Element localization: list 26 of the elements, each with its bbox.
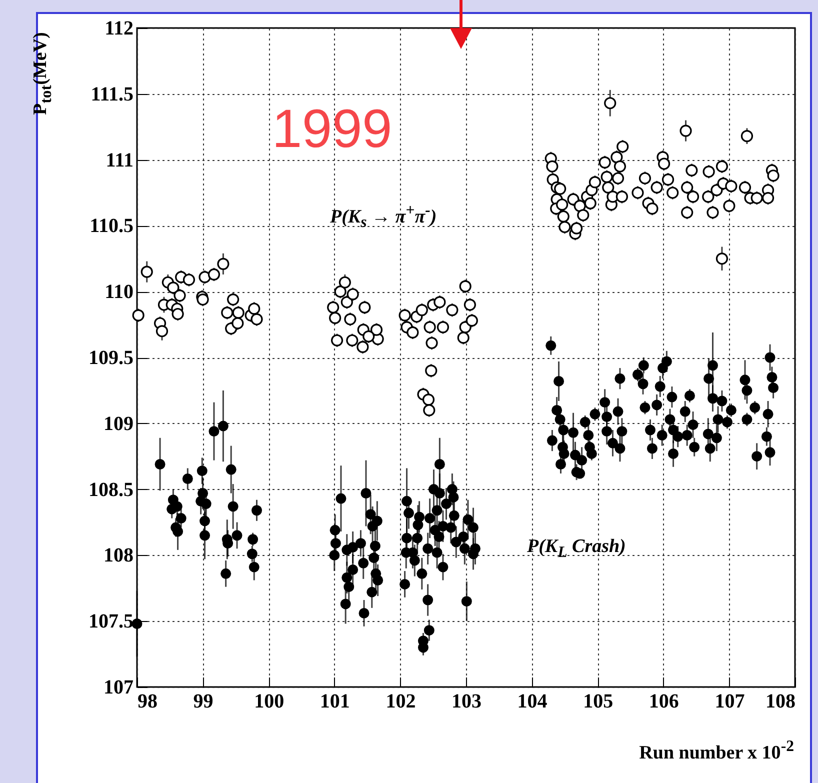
y-tick-label: 108: [104, 544, 134, 567]
x-tick-label: 100: [254, 690, 284, 712]
y-tick-label: 109.5: [88, 347, 134, 369]
y-tick-label: 110: [104, 281, 134, 304]
y-tick-label: 107: [104, 676, 134, 698]
x-tick-label: 104: [517, 690, 548, 712]
y-tick-label: 111.5: [90, 83, 134, 106]
text: P(K$_{L}$ Crash): [527, 536, 626, 562]
text: P(K$_{s}$ → π$^{+}$π$^{-}$): [330, 202, 437, 232]
x-tick-label: 103: [452, 690, 482, 712]
y-tick-label: 107.5: [88, 610, 134, 633]
y-tick-label: 110.5: [90, 215, 134, 238]
x-tick-label: 106: [648, 690, 679, 712]
x-tick-label: 99: [193, 690, 214, 712]
x-tick-label: 105: [583, 690, 614, 712]
x-tick-label: 108: [766, 690, 796, 712]
y-tick-label: 109: [104, 412, 134, 435]
x-tick-label: 101: [320, 690, 350, 712]
y-tick-label: 111: [106, 149, 134, 172]
annotation: 1999: [272, 98, 392, 160]
x-tick-label: 98: [138, 690, 158, 712]
x-tick-label: 107: [714, 690, 745, 712]
y-tick-label: 112: [104, 18, 134, 40]
x-tick-label: 102: [386, 690, 416, 712]
y-tick-label: 108.5: [88, 478, 134, 501]
x-axis-title: Run number x 10$^{-2}$: [639, 738, 794, 764]
